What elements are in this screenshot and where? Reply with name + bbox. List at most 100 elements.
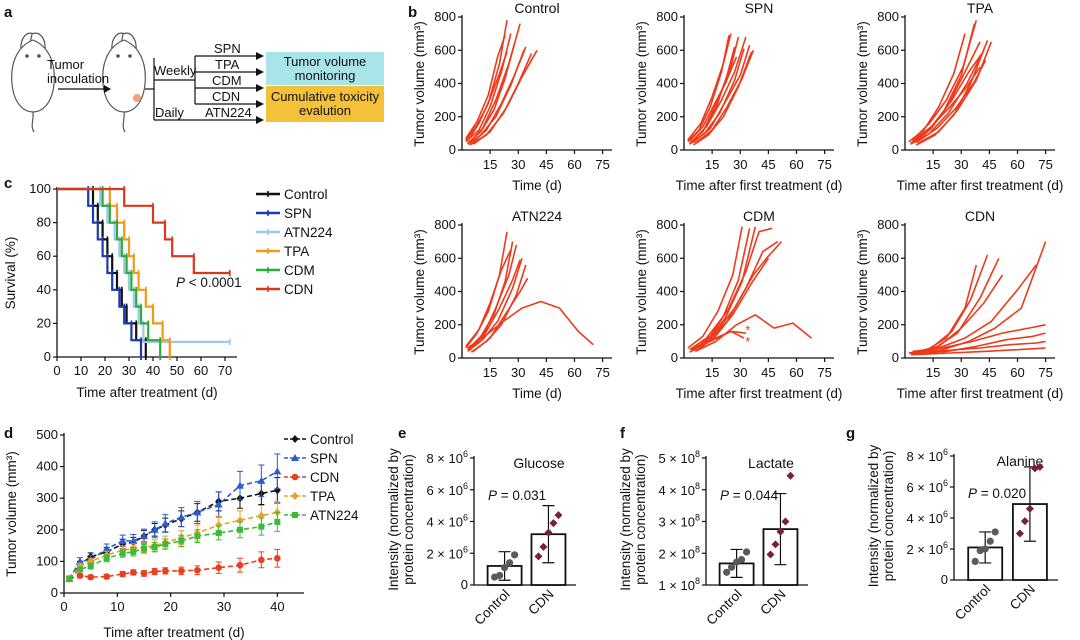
x-tick-label: 10 <box>74 363 88 378</box>
survival-curve-spn <box>57 187 143 357</box>
growth-curve <box>687 33 732 141</box>
y-tick-label: 500 <box>36 427 58 442</box>
data-point <box>151 568 158 575</box>
legend-label-spn: SPN <box>284 206 312 221</box>
growth-curve <box>465 249 512 347</box>
y-tick-label: 200 <box>434 109 456 124</box>
y-tick-label: 400 <box>877 284 899 299</box>
legend-label-cdm: CDM <box>284 263 315 278</box>
growth-panel-tpa: 0 200 400 600 800 15 30 45 60 75 TPA Time after fir… <box>855 0 1063 193</box>
x-tick-label: 50 <box>170 363 184 378</box>
x-tick-label: 30 <box>511 365 525 380</box>
x-axis-label: Time after first treatment (d) <box>676 178 843 193</box>
data-point <box>786 471 795 480</box>
panel-title: TPA <box>967 0 994 16</box>
x-tick-label-control: Control <box>703 587 744 628</box>
growth-curve <box>694 314 813 353</box>
y-tick-label: 0 <box>671 350 678 365</box>
x-axis-label: Time after first treatment (d) <box>897 386 1064 401</box>
x-tick-label: 45 <box>761 157 775 172</box>
growth-curve <box>470 46 527 144</box>
data-point <box>723 568 731 576</box>
data-point <box>215 521 223 530</box>
x-tick-label-cdn: CDN <box>1007 582 1038 613</box>
y-tick-label: 1 × 108 <box>658 576 700 593</box>
y-tick-label: 600 <box>656 250 678 265</box>
growth-panel-spn: 0 200 400 600 800 15 30 45 60 75 SPN Time after fir… <box>634 0 842 193</box>
x-tick-label: 45 <box>982 365 996 380</box>
growth-panel-cdm: 0 200 400 600 800 15 30 45 60 75 CDM Time after fir… <box>634 208 842 401</box>
data-point <box>177 513 186 521</box>
y-tick-label: 600 <box>656 42 678 57</box>
data-point <box>141 545 147 552</box>
legend-label-spn: SPN <box>310 451 338 466</box>
y-tick-label: 800 <box>656 217 678 232</box>
y-axis-label: Tumor volume (mm³) <box>634 229 649 355</box>
panel-title: Glucose <box>513 455 565 471</box>
data-point <box>162 541 169 548</box>
data-point <box>1035 462 1044 471</box>
y-tick-label: 600 <box>434 42 456 57</box>
data-point <box>981 545 989 553</box>
data-point <box>291 435 299 443</box>
data-point <box>102 544 111 552</box>
growth-curve <box>912 347 1046 356</box>
data-point <box>130 548 137 555</box>
y-axis-label: Tumor volume (mm³) <box>4 451 19 577</box>
y-tick-label: 200 <box>656 317 678 332</box>
y-tick-label: 600 <box>877 250 899 265</box>
y-tick-label: 800 <box>877 9 899 24</box>
x-tick-label: 60 <box>789 365 803 380</box>
growth-curve <box>466 51 508 142</box>
x-tick-label: 75 <box>1038 157 1052 172</box>
y-axis-label-line1: Intensity (normalized by <box>866 444 881 587</box>
panel-label-f: f <box>620 425 626 442</box>
x-tick-label: 15 <box>705 365 719 380</box>
panel-e-glucose: 0 2 × 106 4 × 106 6 × 106 8 × 106 Glucose P = … <box>386 448 576 628</box>
panel-title: Lactate <box>748 455 794 471</box>
data-point <box>728 563 736 571</box>
legend-label-cdn: CDN <box>284 282 313 297</box>
series-line <box>68 470 278 580</box>
data-point <box>771 540 780 549</box>
y-tick-label: 200 <box>877 109 899 124</box>
mouse-icon-right <box>102 32 146 133</box>
growth-curve <box>465 35 506 139</box>
growth-curve <box>912 66 981 142</box>
treatment-label: CDM <box>212 73 242 88</box>
x-tick-label: 30 <box>733 157 747 172</box>
data-point <box>215 564 222 572</box>
x-tick-label: 15 <box>926 157 940 172</box>
x-tick-label-cdn: CDN <box>757 587 788 618</box>
data-point <box>258 523 265 530</box>
y-axis-label: Tumor volume (mm³) <box>855 21 870 147</box>
p-value: P = 0.044 <box>720 488 779 503</box>
data-point <box>140 532 148 540</box>
x-tick-label: 15 <box>926 365 940 380</box>
legend-label-tpa: TPA <box>284 244 309 259</box>
y-axis-label: Tumor volume (mm³) <box>634 21 649 147</box>
y-tick-label: 6 × 106 <box>906 478 948 495</box>
x-tick-label: 20 <box>98 363 112 378</box>
data-point <box>274 554 281 562</box>
panel-title: CDM <box>743 208 775 224</box>
data-point <box>236 481 244 489</box>
x-tick-label: 15 <box>705 157 719 172</box>
data-point <box>119 550 126 557</box>
x-axis-label: Time (d) <box>512 386 562 401</box>
growth-panel-control: 0 200 400 600 800 15 30 45 60 75 Control Time (d) Tu… <box>412 0 612 193</box>
legend-label-control: Control <box>310 432 354 447</box>
panel-label-c: c <box>4 175 12 192</box>
y-tick-label: 300 <box>36 490 58 505</box>
x-axis-label: Time (d) <box>512 178 562 193</box>
data-point <box>178 567 185 575</box>
data-point <box>87 573 94 581</box>
x-tick-label-control: Control <box>952 582 993 623</box>
legend-label-atn224: ATN224 <box>310 508 359 523</box>
y-tick-label: 0 <box>449 350 456 365</box>
legend-label-atn224: ATN224 <box>284 225 333 240</box>
panel-label-e: e <box>398 425 406 442</box>
